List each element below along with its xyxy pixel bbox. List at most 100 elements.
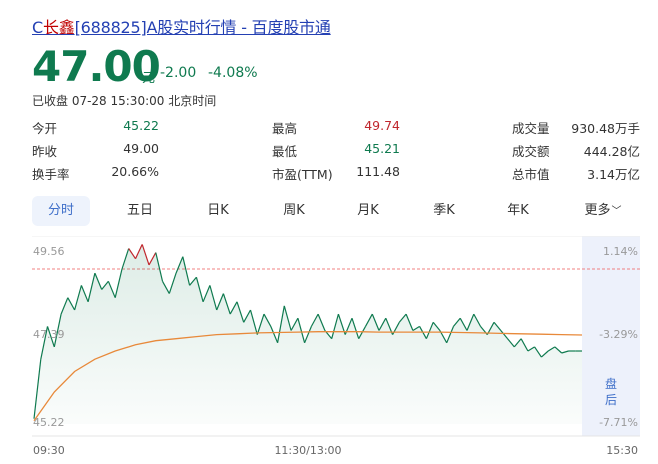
price-segment (425, 322, 434, 339)
price-change-percent: -4.08% (208, 65, 258, 81)
title-suffix: [688825]A股实时行情 - 百度股市通 (74, 18, 331, 37)
tab-intraday[interactable]: 分时 (32, 196, 90, 226)
price-segment (277, 305, 285, 343)
stat-value: 20.66% (111, 164, 159, 179)
stat-label: 最高 (272, 121, 298, 136)
y-pct-bottom: -7.71% (599, 416, 638, 429)
price-segment (121, 248, 130, 270)
tab-weekly-k[interactable]: 周K (283, 203, 305, 218)
page-title-link[interactable]: C长鑫[688825]A股实时行情 - 百度股市通 (32, 14, 331, 38)
price-segment (107, 281, 116, 298)
price-segment (161, 281, 170, 294)
price-segment (290, 317, 299, 331)
price-segment (87, 272, 96, 302)
y-pct-top: 1.14% (603, 245, 638, 258)
price-segment (175, 256, 184, 274)
price-segment (182, 256, 191, 286)
stat-label: 昨收 (32, 144, 58, 159)
price-segment (527, 346, 535, 352)
price-segment (33, 359, 42, 419)
price-segment (67, 297, 76, 311)
price-segment (141, 244, 150, 266)
price-segment (229, 301, 238, 315)
stat-label: 最低 (272, 144, 298, 159)
price-segment (331, 313, 339, 339)
y-label-top: 49.56 (33, 245, 65, 258)
price-segment (358, 326, 367, 339)
price-segment (202, 285, 211, 303)
price-segment (371, 313, 380, 331)
price-segment (453, 317, 461, 327)
title-highlight: 长鑫 (42, 18, 75, 37)
price-segment (256, 313, 265, 335)
price-segment (297, 318, 306, 343)
price-line (33, 244, 582, 419)
price-segment (283, 305, 292, 331)
price-segment (540, 350, 549, 358)
price-segment (459, 317, 468, 331)
x-label-open: 09:30 (33, 444, 65, 457)
after-hours-label-1: 盘 (605, 376, 617, 391)
price-segment (534, 346, 542, 358)
market-status: 已收盘 07-28 15:30:00 北京时间 (32, 94, 217, 108)
price-segment (189, 276, 197, 286)
stat-high: 最高 49.74 (272, 118, 400, 137)
stat-value: 930.48万手 (571, 121, 640, 136)
tab-more-label: 更多 (584, 203, 611, 218)
price-change: -2.00 (160, 65, 197, 81)
y-label-mid: 47.39 (33, 328, 65, 341)
price-segment (94, 272, 103, 290)
price-segment (134, 244, 143, 259)
price-segment (60, 297, 69, 315)
price-segment (310, 313, 319, 327)
average-price-line (33, 331, 583, 422)
y-pct-mid: -3.29% (599, 328, 638, 341)
price-segment (195, 277, 204, 302)
price-segment (364, 313, 373, 327)
price-segment (222, 293, 231, 315)
stat-turnover-rate: 换手率 20.66% (32, 164, 159, 183)
price-segment (351, 318, 360, 339)
tab-more[interactable]: 更多﹀ (574, 196, 632, 226)
price-segment (561, 350, 569, 354)
intraday-chart[interactable]: 盘 后 49.56 47.39 45.22 1.14% -3.29% -7.71… (0, 236, 658, 464)
price-segment (53, 313, 62, 348)
price-segment (554, 346, 563, 354)
price-segment (304, 326, 312, 344)
stat-prev-close: 昨收 49.00 (32, 141, 159, 160)
price-segment (547, 346, 556, 352)
stat-value: 45.22 (123, 118, 159, 133)
tab-monthly-k[interactable]: 月K (357, 203, 379, 218)
price-segment (216, 293, 224, 311)
price-segment (405, 313, 414, 331)
stat-value: 111.48 (356, 164, 400, 179)
tab-five-day[interactable]: 五日 (126, 203, 153, 218)
price-segment (40, 326, 49, 360)
stat-volume: 成交量 930.48万手 (512, 118, 640, 137)
stat-value: 3.14万亿 (587, 167, 640, 182)
stat-low: 最低 45.21 (272, 141, 400, 160)
tab-quarterly-k[interactable]: 季K (433, 203, 455, 218)
price-segment (520, 338, 529, 352)
chevron-down-icon: ﹀ (611, 206, 622, 217)
stat-value: 45.21 (364, 141, 400, 156)
stat-value: 49.00 (123, 141, 159, 156)
price-segment (500, 330, 509, 340)
stat-label: 今开 (32, 121, 58, 136)
price-segment (270, 326, 279, 344)
period-tabs: 分时 五日 日K 周K 月K 季K 年K 更多﹀ (32, 196, 632, 226)
price-segment (378, 317, 387, 331)
price-segment (317, 313, 326, 331)
stat-label: 成交额 (512, 144, 550, 159)
price-segment (209, 285, 218, 311)
price-segment (46, 326, 55, 348)
price-segment (432, 321, 441, 331)
tab-yearly-k[interactable]: 年K (507, 203, 529, 218)
price-segment (473, 313, 482, 327)
current-price: 47.00 (32, 42, 161, 91)
stat-market-cap: 总市值 3.14万亿 (512, 164, 640, 183)
price-segment (412, 325, 420, 332)
stat-value: 49.74 (364, 118, 400, 133)
stat-open: 今开 45.22 (32, 118, 159, 137)
tab-daily-k[interactable]: 日K (207, 203, 229, 218)
